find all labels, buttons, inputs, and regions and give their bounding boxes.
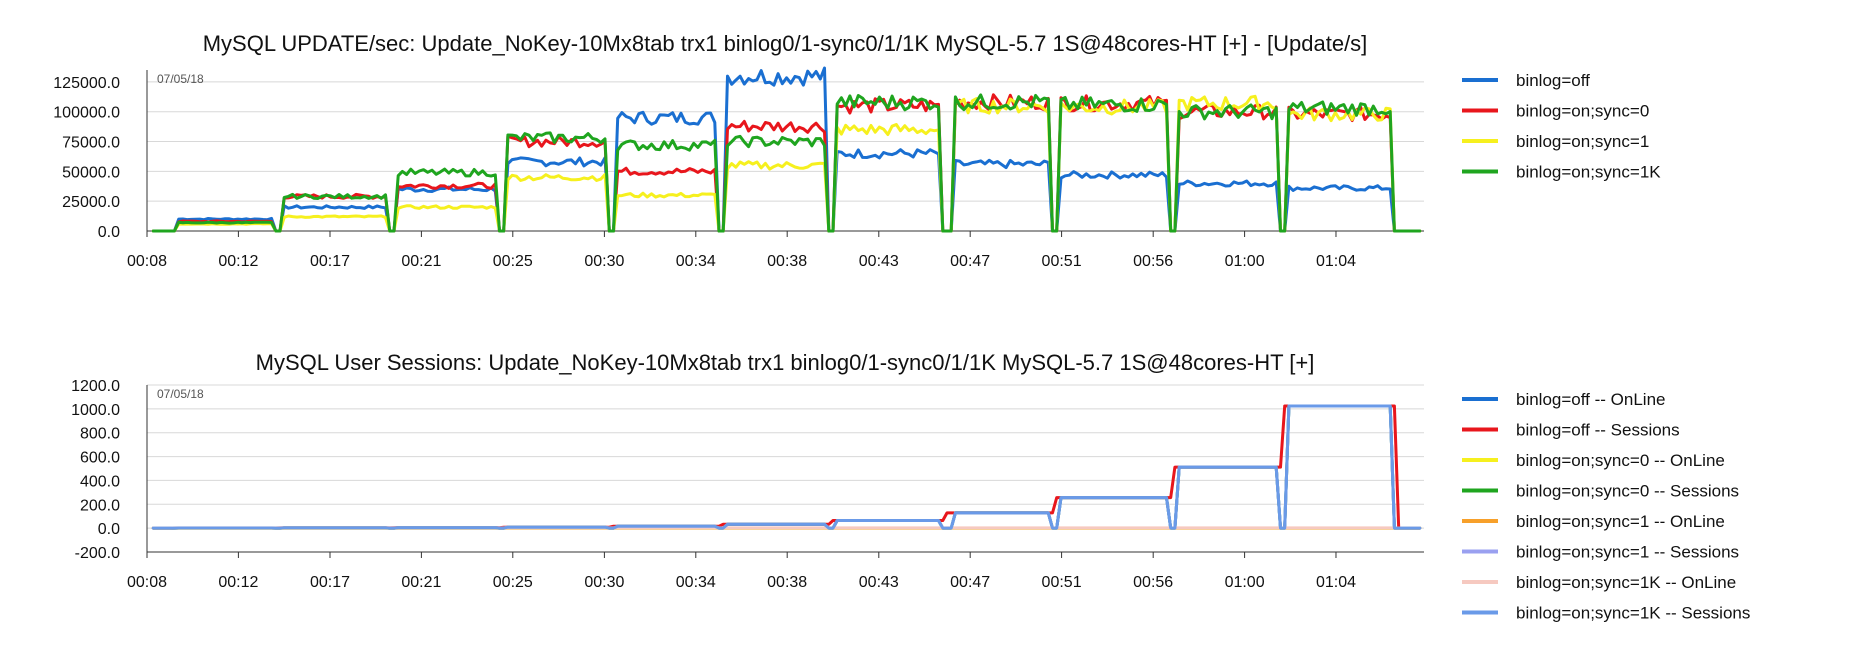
x-tick-label: 00:30	[584, 253, 624, 270]
legend-label: binlog=off -- OnLine	[1516, 390, 1665, 409]
legend-label: binlog=on;sync=1K	[1516, 163, 1661, 182]
y-tick-label: -200.0	[75, 545, 120, 562]
x-tick-label: 00:30	[584, 574, 624, 591]
y-tick-label: 800.0	[80, 426, 120, 443]
legend-label: binlog=off	[1516, 71, 1590, 90]
x-tick-label: 00:08	[127, 253, 167, 270]
y-tick-label: 1000.0	[71, 402, 120, 419]
x-tick-label: 01:04	[1316, 253, 1356, 270]
legend-label: binlog=on;sync=1K -- OnLine	[1516, 573, 1736, 592]
chart-1: MySQL UPDATE/sec: Update_NoKey-10Mx8tab …	[53, 31, 1661, 270]
legend-label: binlog=on;sync=0	[1516, 102, 1649, 121]
y-tick-label: 0.0	[98, 224, 120, 241]
x-tick-label: 00:56	[1133, 574, 1173, 591]
legend-label: binlog=on;sync=1K -- Sessions	[1516, 604, 1750, 623]
x-tick-label: 00:47	[950, 253, 990, 270]
series-line-1	[151, 66, 1422, 233]
x-tick-label: 00:25	[493, 574, 533, 591]
y-tick-label: 75000.0	[62, 135, 120, 152]
chart-title: MySQL UPDATE/sec: Update_NoKey-10Mx8tab …	[203, 31, 1368, 56]
y-tick-label: 125000.0	[53, 75, 120, 92]
chart-2: MySQL User Sessions: Update_NoKey-10Mx8t…	[71, 350, 1750, 623]
x-tick-label: 00:21	[401, 574, 441, 591]
x-tick-label: 01:04	[1316, 574, 1356, 591]
series-line-8	[151, 404, 1422, 530]
y-tick-label: 200.0	[80, 497, 120, 514]
y-tick-label: 25000.0	[62, 194, 120, 211]
legend-label: binlog=on;sync=1 -- OnLine	[1516, 512, 1725, 531]
x-tick-label: 00:43	[859, 253, 899, 270]
x-tick-label: 00:47	[950, 574, 990, 591]
date-label: 07/05/18	[157, 72, 204, 86]
x-tick-label: 00:51	[1042, 253, 1082, 270]
y-tick-label: 1200.0	[71, 378, 120, 395]
legend-label: binlog=on;sync=1 -- Sessions	[1516, 543, 1739, 562]
legend-label: binlog=off -- Sessions	[1516, 421, 1680, 440]
chart-title: MySQL User Sessions: Update_NoKey-10Mx8t…	[256, 350, 1315, 375]
x-tick-label: 00:12	[218, 253, 258, 270]
x-tick-label: 00:34	[676, 253, 716, 270]
x-tick-label: 00:17	[310, 253, 350, 270]
x-tick-label: 00:25	[493, 253, 533, 270]
legend-label: binlog=on;sync=1	[1516, 132, 1649, 151]
series-line-4	[151, 93, 1422, 233]
legend-label: binlog=on;sync=0 -- Sessions	[1516, 482, 1739, 501]
x-tick-label: 00:51	[1042, 574, 1082, 591]
x-tick-label: 00:56	[1133, 253, 1173, 270]
y-tick-label: 50000.0	[62, 164, 120, 181]
x-tick-label: 00:38	[767, 574, 807, 591]
x-tick-label: 01:00	[1225, 574, 1265, 591]
x-tick-label: 00:12	[218, 574, 258, 591]
x-tick-label: 00:43	[859, 574, 899, 591]
date-label: 07/05/18	[157, 387, 204, 401]
series-line-3	[151, 94, 1422, 233]
y-tick-label: 400.0	[80, 473, 120, 490]
x-tick-label: 00:34	[676, 574, 716, 591]
x-tick-label: 00:21	[401, 253, 441, 270]
y-tick-label: 0.0	[98, 521, 120, 538]
legend-label: binlog=on;sync=0 -- OnLine	[1516, 451, 1725, 470]
x-tick-label: 00:08	[127, 574, 167, 591]
x-tick-label: 00:38	[767, 253, 807, 270]
x-tick-label: 01:00	[1225, 253, 1265, 270]
x-tick-label: 00:17	[310, 574, 350, 591]
y-tick-label: 100000.0	[53, 105, 120, 122]
y-tick-label: 600.0	[80, 450, 120, 467]
